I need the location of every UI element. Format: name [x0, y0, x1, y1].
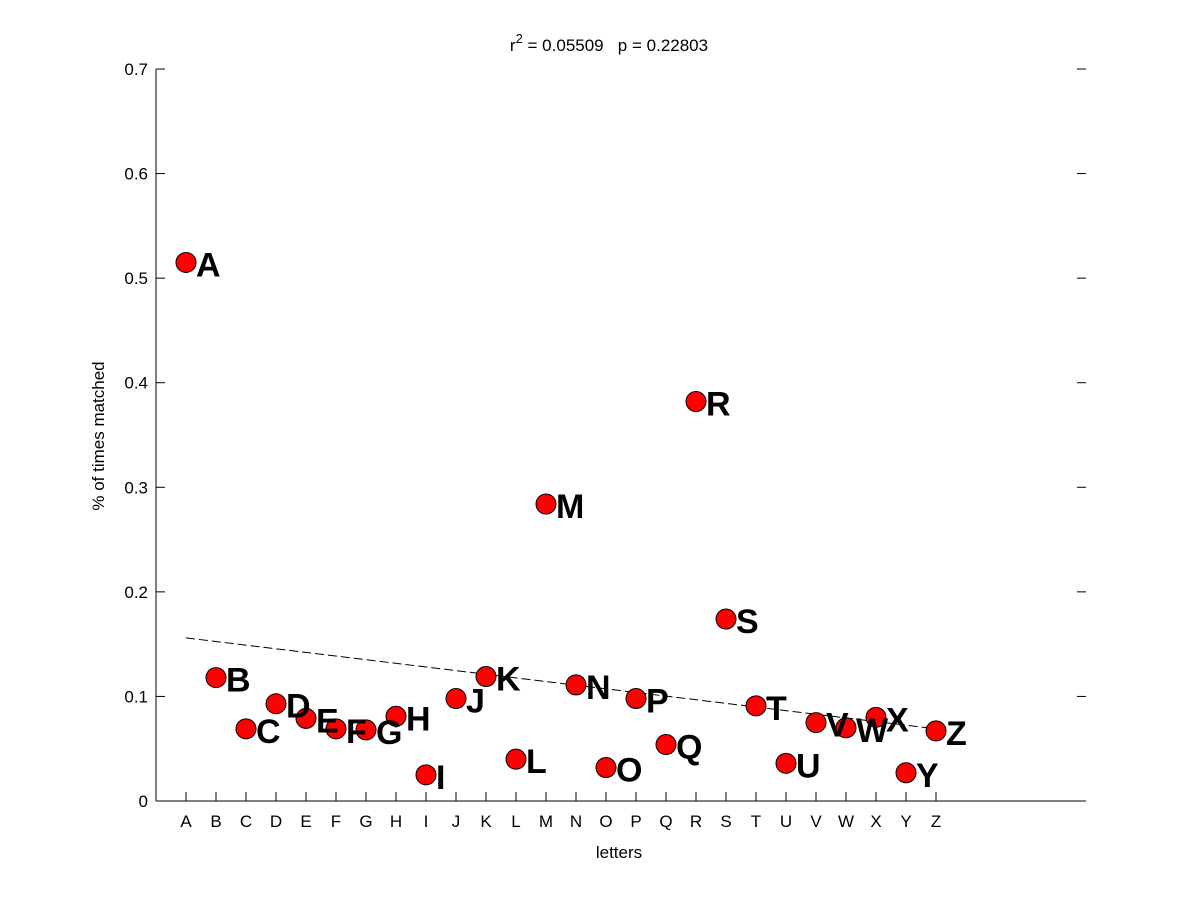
point-label: I [436, 759, 445, 797]
data-point [625, 688, 647, 710]
x-tick-label: B [210, 812, 221, 831]
data-point [715, 608, 737, 630]
x-tick-label: V [810, 812, 822, 831]
data-point [895, 762, 917, 784]
x-tick-label: N [570, 812, 582, 831]
data-point [685, 391, 707, 413]
x-tick-label: D [270, 812, 282, 831]
point-label: R [706, 386, 731, 424]
data-point [445, 688, 467, 710]
y-tick-label: 0.7 [124, 60, 148, 79]
point-label: S [736, 603, 759, 641]
y-axis-label: % of times matched [89, 361, 108, 510]
x-tick-label: Y [900, 812, 911, 831]
point-label: J [466, 683, 485, 721]
x-tick-label: C [240, 812, 252, 831]
x-tick-label: H [390, 812, 402, 831]
point-label: T [766, 690, 787, 728]
x-tick-label: U [780, 812, 792, 831]
point-label: G [376, 714, 402, 752]
point-label: F [346, 713, 367, 751]
data-point [505, 748, 527, 770]
point-label: N [586, 669, 611, 707]
point-label: U [796, 747, 821, 785]
point-label: C [256, 713, 281, 751]
data-points [175, 251, 947, 786]
data-point [295, 707, 317, 729]
data-point [865, 706, 887, 728]
data-point [775, 752, 797, 774]
y-ticks: 0 0.1 0.2 0.3 0.4 0.5 0.6 0.7 [124, 60, 1086, 811]
data-point [355, 719, 377, 741]
y-tick-label: 0.5 [124, 269, 148, 288]
point-label: Q [676, 729, 702, 767]
point-label: Z [946, 715, 967, 753]
title-p-value: p = 0.22803 [604, 36, 708, 55]
data-point [475, 666, 497, 688]
x-tick-label: T [751, 812, 761, 831]
x-tick-label: S [720, 812, 731, 831]
x-tick-label: P [630, 812, 641, 831]
x-tick-label: E [300, 812, 311, 831]
y-tick-label: 0.2 [124, 583, 148, 602]
x-tick-label: K [480, 812, 492, 831]
point-label: K [496, 661, 521, 699]
data-point [175, 251, 197, 273]
x-tick-label: W [838, 812, 854, 831]
x-tick-label: Z [931, 812, 941, 831]
point-label: D [286, 688, 311, 726]
point-label: M [556, 488, 584, 526]
data-point [415, 764, 437, 786]
data-point [235, 718, 257, 740]
x-tick-label: M [539, 812, 553, 831]
point-label: P [646, 683, 669, 721]
point-label: H [406, 700, 431, 738]
x-axis-label: letters [596, 843, 642, 862]
point-label: O [616, 752, 642, 790]
x-tick-label: I [424, 812, 429, 831]
data-point [805, 712, 827, 734]
point-label: W [856, 712, 889, 750]
x-tick-label: F [331, 812, 341, 831]
x-tick-label: G [359, 812, 372, 831]
y-tick-label: 0 [139, 792, 148, 811]
data-point [835, 717, 857, 739]
data-point [745, 695, 767, 717]
x-tick-label: J [452, 812, 461, 831]
y-tick-label: 0.3 [124, 478, 148, 497]
x-tick-label: X [870, 812, 881, 831]
data-point [925, 720, 947, 742]
data-point [595, 757, 617, 779]
title-superscript: 2 [516, 31, 523, 46]
chart-title: r2 = 0.05509 p = 0.22803 [510, 31, 708, 55]
point-label: E [316, 702, 339, 740]
point-label: B [226, 662, 251, 700]
data-point [325, 718, 347, 740]
x-tick-label: O [599, 812, 612, 831]
point-label: V [826, 707, 849, 745]
point-label: A [196, 246, 221, 284]
x-tick-label: R [690, 812, 702, 831]
data-point [205, 667, 227, 689]
y-tick-label: 0.4 [124, 374, 148, 393]
data-point [385, 705, 407, 727]
data-point [655, 734, 677, 756]
point-label: L [526, 743, 547, 781]
point-label: Y [916, 757, 939, 795]
x-tick-label: L [511, 812, 520, 831]
title-r: r [510, 36, 516, 55]
axes [155, 69, 1086, 802]
y-tick-label: 0.6 [124, 165, 148, 184]
y-tick-label: 0.1 [124, 687, 148, 706]
x-tick-label: Q [659, 812, 672, 831]
data-point [265, 693, 287, 715]
data-point [535, 493, 557, 515]
data-point [565, 674, 587, 696]
x-tick-label: A [180, 812, 192, 831]
point-label: X [886, 701, 909, 739]
title-r2-value: = 0.05509 [523, 36, 604, 55]
